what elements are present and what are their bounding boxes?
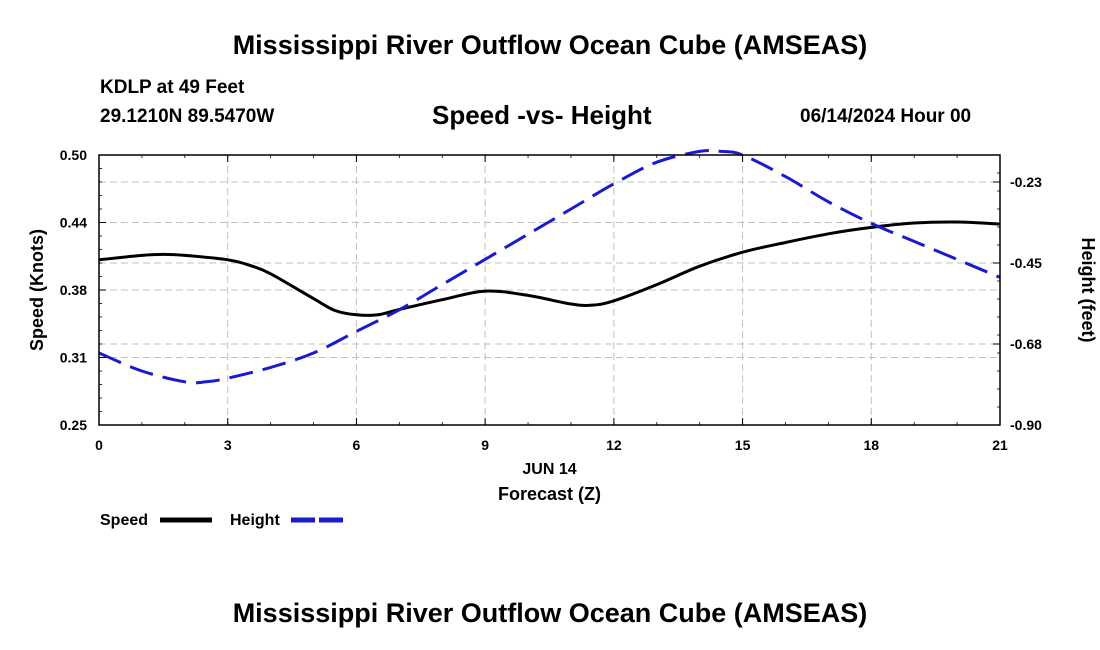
x-tick-label: 6 [353,437,361,453]
y-axis-left-title: Speed (Knots) [27,229,47,351]
station-label: KDLP at 49 Feet [100,77,245,98]
y-right-tick-label: -0.68 [1010,336,1042,352]
x-tick-label: 12 [606,437,622,453]
y-left-tick-label: 0.50 [60,147,87,163]
forecast-datetime: 06/14/2024 Hour 00 [800,106,972,127]
y-right-tick-label: -0.90 [1010,417,1042,433]
x-tick-label: 0 [95,437,103,453]
x-tick-label: 21 [992,437,1008,453]
y-right-tick-label: -0.23 [1010,174,1042,190]
x-axis-title: Forecast (Z) [498,484,601,504]
chart-subtitle: Speed -vs- Height [432,100,652,130]
y-left-tick-label: 0.44 [60,215,87,231]
speed-series-line [98,220,1001,317]
legend-height-label: Height [230,512,280,529]
footer-title: Mississippi River Outflow Ocean Cube (AM… [232,598,868,628]
y-right-tick-label: -0.45 [1010,255,1042,271]
axis-ticks: 0 3 6 9 12 15 18 21 0.25 0.31 0.38 0.44 0.50 -0.90 -0.… [60,147,1042,453]
series-lines [98,148,1001,385]
station-coordinates: 29.1210N 89.5470W [100,106,275,127]
x-tick-label: 3 [224,437,232,453]
y-left-tick-label: 0.31 [60,350,87,366]
x-tick-label: 15 [735,437,751,453]
y-left-tick-label: 0.25 [60,417,87,433]
main-title: Mississippi River Outflow Ocean Cube (AM… [232,30,868,60]
x-tick-label: 9 [481,437,489,453]
legend: Speed Height [100,512,343,529]
y-axis-right-title: Height (feet) [1078,238,1098,343]
grid-lines [99,155,1000,425]
legend-speed-label: Speed [100,512,148,529]
x-axis-date-label: JUN 14 [522,461,576,478]
y-left-tick-label: 0.38 [60,282,87,298]
height-series-line [98,148,1001,385]
x-tick-label: 18 [863,437,879,453]
